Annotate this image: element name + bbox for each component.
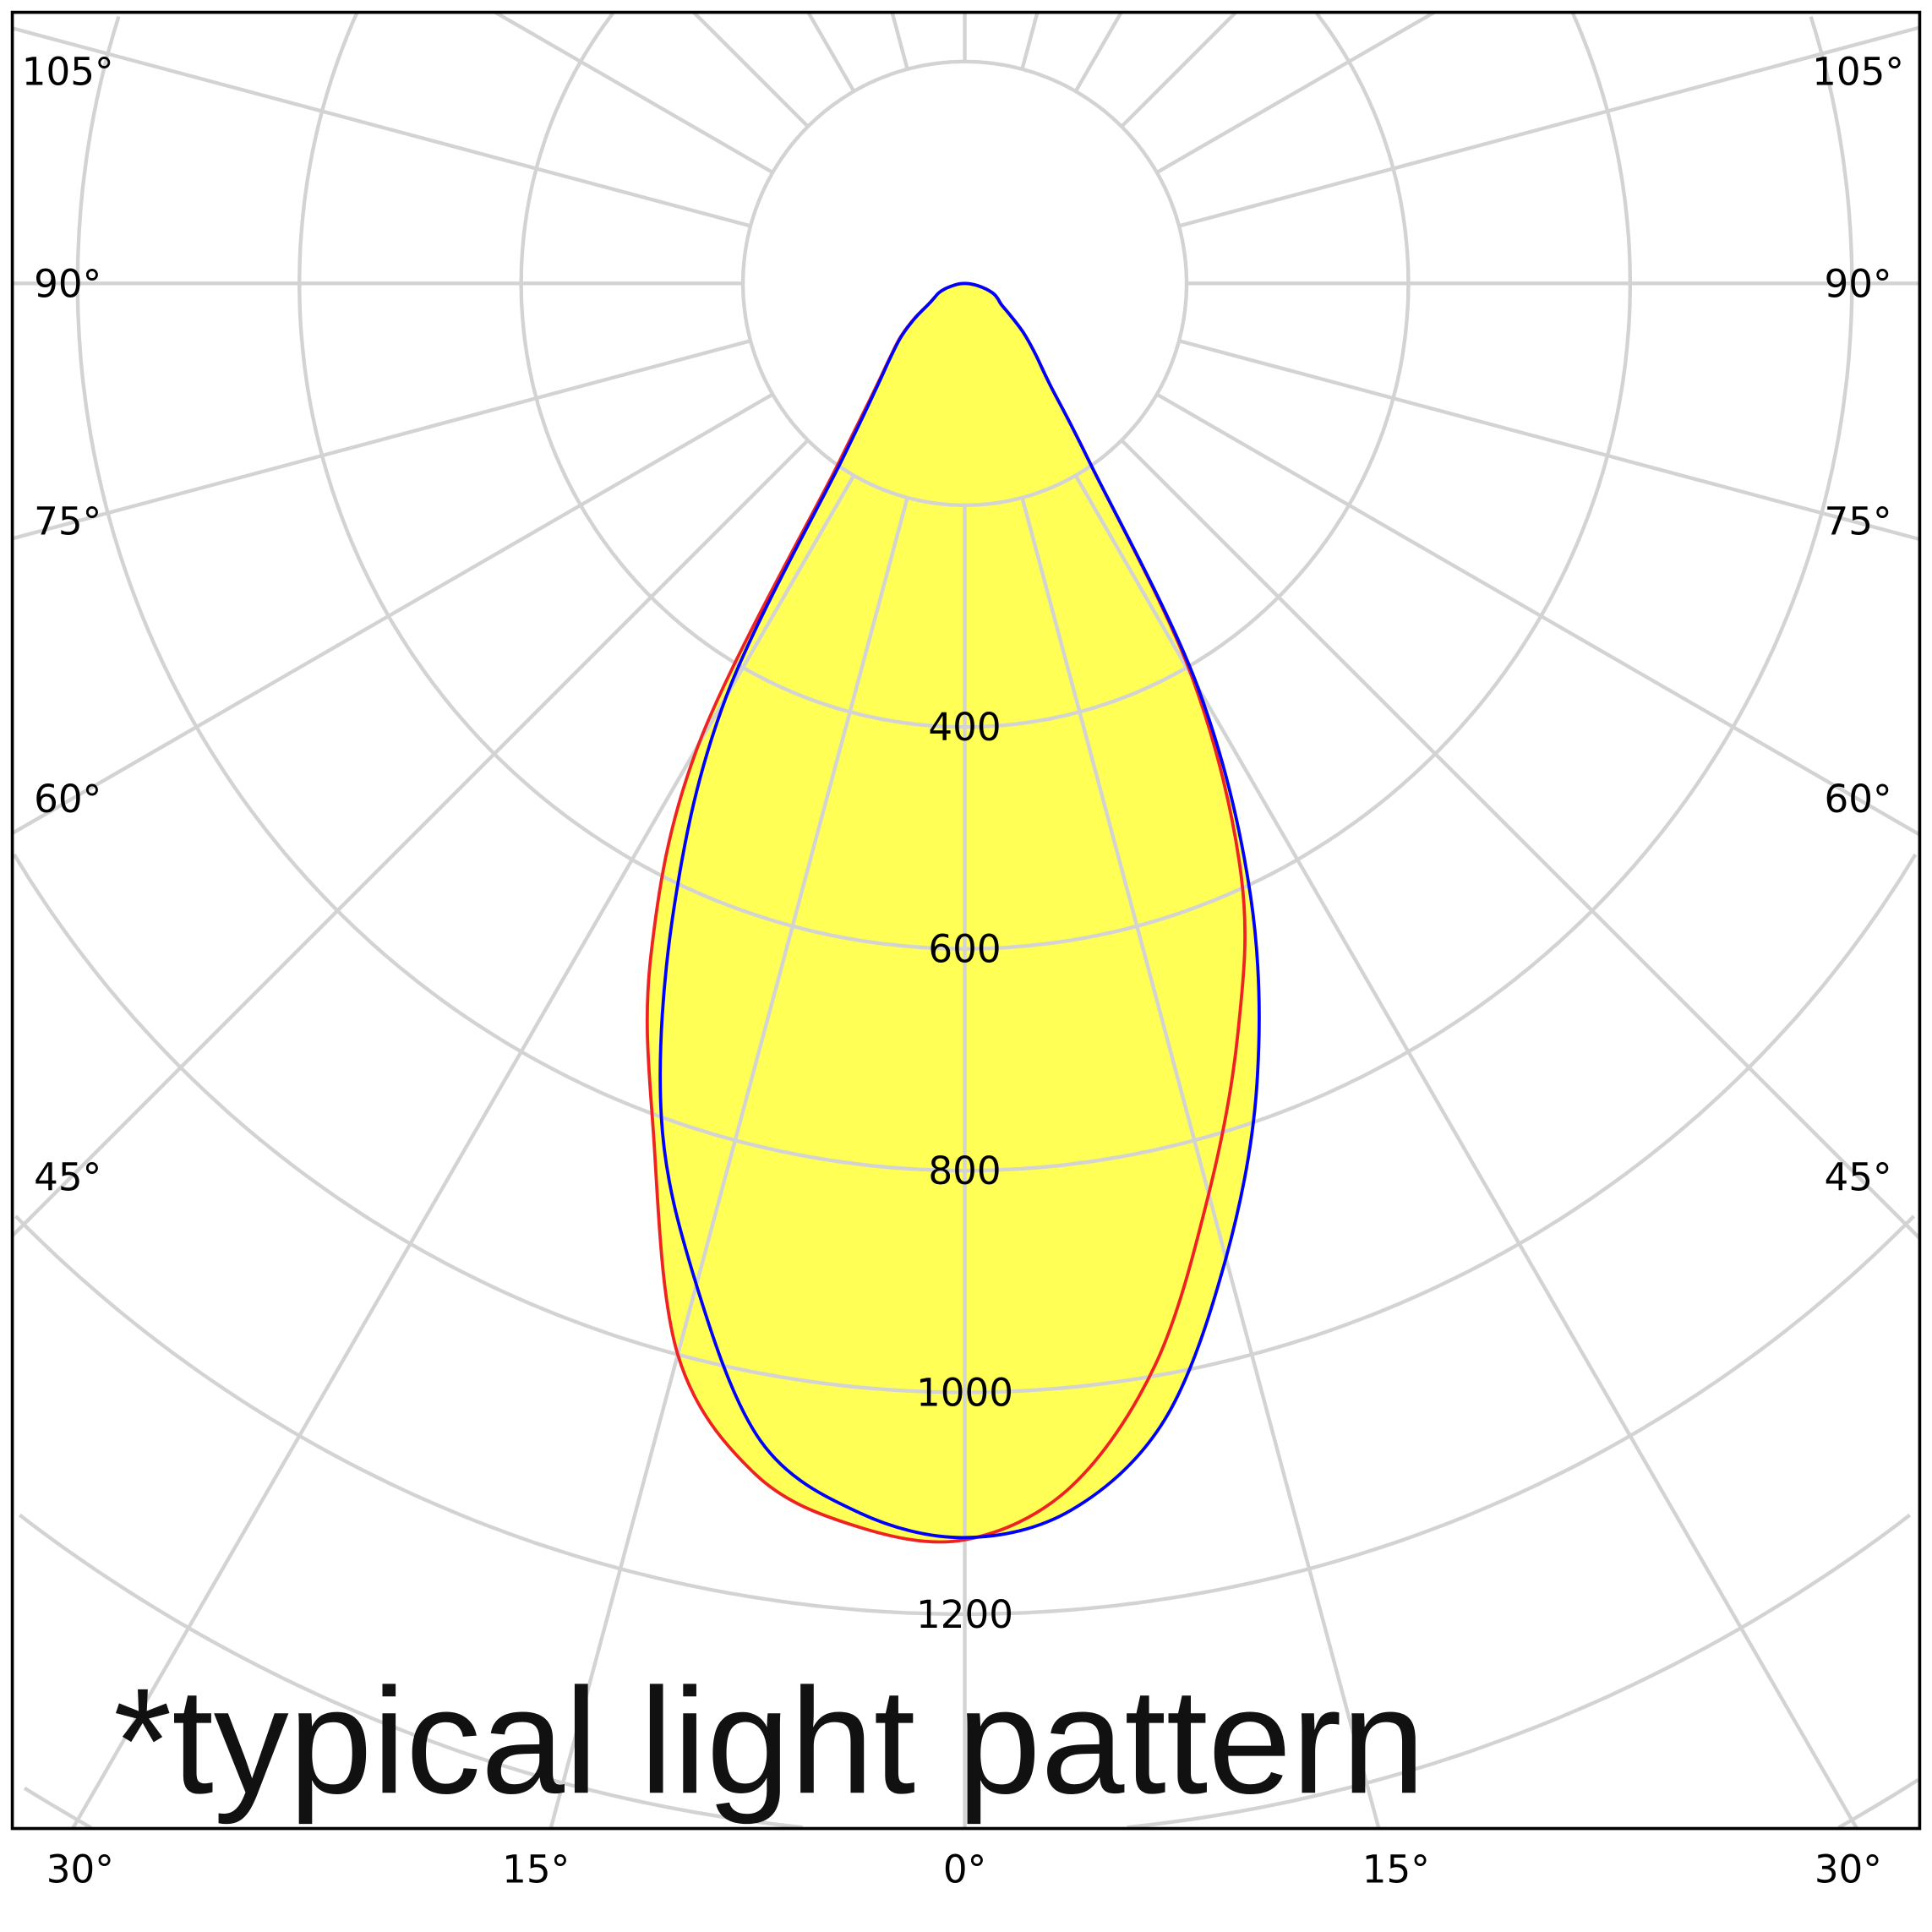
series-fill-1 — [660, 283, 1260, 1538]
angle-label-left: 30° — [46, 1847, 114, 1892]
grid-spoke-30 — [1073, 474, 1858, 1829]
angle-label-right: 75° — [1824, 499, 1891, 544]
radial-tick-label: 400 — [928, 705, 1001, 750]
angle-label-left: 60° — [34, 777, 101, 821]
grid-spoke-60 — [1155, 392, 1920, 837]
grid-circle-800 — [75, 16, 1854, 1173]
grid-spoke-150 — [1073, 12, 1123, 93]
grid-spoke-345 — [548, 497, 909, 1829]
series-curve-1 — [658, 281, 1261, 1540]
polar-grid — [12, 12, 1920, 1829]
angle-label-bottom: 15° — [1362, 1847, 1430, 1892]
grid-spoke-315 — [12, 439, 810, 1237]
grid-spoke-15 — [1020, 497, 1381, 1829]
grid-spoke-210 — [806, 12, 856, 93]
radial-tick-label: 600 — [928, 927, 1001, 972]
radial-tick-label: 800 — [928, 1149, 1001, 1193]
grid-spoke-105 — [1178, 25, 1920, 228]
angle-label-left: 105° — [22, 50, 114, 95]
grid-spoke-300 — [12, 392, 774, 835]
grid-spoke-240 — [494, 12, 774, 175]
grid-spoke-255 — [12, 26, 751, 228]
angle-label-right: 90° — [1824, 261, 1891, 306]
angle-tick-labels: 105° 90° 75° 60° 45° 30° 105° 90° 75° 60° 45° 30° 15… — [22, 50, 1904, 1892]
grid-spoke-165 — [1020, 12, 1040, 70]
angle-label-right: 30° — [1815, 1847, 1882, 1892]
grid-spoke-45 — [1120, 439, 1920, 1240]
grid-spoke-195 — [890, 12, 909, 70]
grid-circle-1400 — [18, 1513, 1912, 1829]
radial-tick-labels: 400 600 800 1000 1200 — [916, 705, 1013, 1637]
grid-spoke-120 — [1155, 12, 1436, 175]
angle-label-right: 105° — [1812, 50, 1904, 95]
grid-circle-1200 — [14, 1214, 1916, 1617]
grid-spoke-285 — [12, 339, 751, 541]
angle-label-bottom: 15° — [502, 1847, 570, 1892]
typical-light-pattern-note: *typical light pattern — [113, 1656, 1425, 1825]
grid-spoke-75 — [1178, 339, 1920, 542]
grid-circle-400 — [519, 12, 1411, 729]
angle-label-bottom: 0° — [943, 1847, 986, 1892]
grid-spoke-135 — [1120, 12, 1237, 128]
angle-label-left: 90° — [34, 261, 101, 306]
intensity-fill — [647, 283, 1260, 1542]
angle-label-left: 45° — [34, 1154, 101, 1199]
radial-tick-label: 1200 — [916, 1592, 1013, 1637]
chart-frame — [10, 10, 1922, 1831]
radial-tick-label: 1000 — [916, 1370, 1013, 1415]
angle-label-right: 45° — [1824, 1154, 1891, 1199]
angle-label-left: 75° — [34, 499, 101, 544]
grid-circle-600 — [297, 12, 1632, 951]
grid-spoke-225 — [692, 12, 810, 128]
angle-label-right: 60° — [1824, 777, 1891, 821]
grid-circle-1000 — [12, 853, 1918, 1394]
intensity-curves — [645, 281, 1261, 1544]
